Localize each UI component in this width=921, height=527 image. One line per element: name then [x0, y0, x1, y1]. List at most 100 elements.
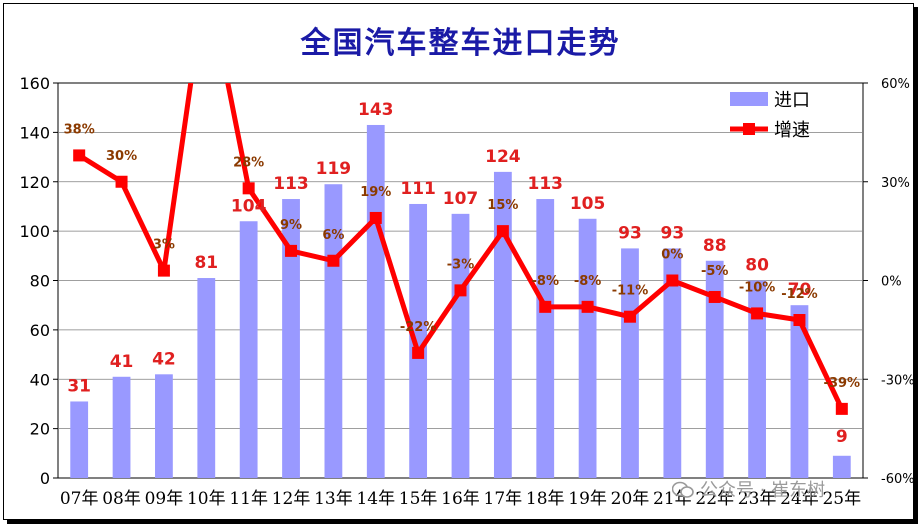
- bar-import: [790, 305, 809, 478]
- rate-value-label: -8%: [574, 274, 601, 289]
- rate-value-label: 30%: [106, 149, 137, 164]
- bar-value-label: 93: [661, 223, 685, 243]
- rate-value-label: -8%: [532, 274, 559, 289]
- rate-value-label: 38%: [64, 122, 95, 137]
- marker-growth-rate: [412, 346, 425, 359]
- x-tick-label: 17年: [484, 489, 523, 509]
- y-left-tick-label: 140: [19, 123, 50, 142]
- rate-value-label: 28%: [233, 155, 264, 170]
- y-left-tick-label: 120: [19, 173, 50, 192]
- x-tick-label: 12年: [272, 489, 311, 509]
- bar-value-label: 143: [358, 100, 394, 120]
- chart-title: 全国汽车整车进口走势: [300, 26, 621, 61]
- marker-growth-rate: [539, 300, 552, 313]
- bar-value-label: 31: [67, 376, 91, 396]
- bar-import: [493, 171, 512, 478]
- x-tick-label: 20年: [611, 489, 650, 509]
- marker-growth-rate: [73, 149, 86, 162]
- rate-value-label: 15%: [487, 198, 518, 213]
- rate-value-label: 3%: [153, 238, 175, 253]
- bar-value-label: 93: [618, 223, 642, 243]
- bar-import: [705, 260, 724, 478]
- x-tick-label: 23年: [738, 489, 777, 509]
- marker-growth-rate: [623, 310, 636, 323]
- x-tick-label: 24年: [780, 489, 819, 509]
- y-right-tick-label: -30%: [881, 373, 915, 388]
- marker-growth-rate: [751, 307, 764, 320]
- rate-value-label: -3%: [447, 257, 474, 272]
- marker-growth-rate: [454, 284, 467, 297]
- bar-import: [663, 248, 682, 478]
- x-tick-label: 18年: [526, 489, 565, 509]
- bar-value-label: 113: [527, 174, 563, 194]
- x-tick-label: 07年: [60, 489, 99, 509]
- y-right-tick-label: 0%: [881, 275, 902, 290]
- bar-value-label: 81: [194, 253, 218, 273]
- watermark-text: 公众号 · 崔东树: [700, 480, 826, 501]
- x-tick-label: 19年: [568, 489, 607, 509]
- x-tick-label: 08年: [102, 489, 141, 509]
- rate-value-label: 6%: [322, 228, 344, 243]
- y-left-tick-label: 20: [30, 420, 50, 439]
- marker-growth-rate: [242, 182, 255, 195]
- rate-value-label: 19%: [360, 185, 391, 200]
- y-left-tick-label: 0: [40, 469, 50, 488]
- bar-value-label: 80: [745, 256, 769, 276]
- bar-value-label: 42: [152, 349, 176, 369]
- bar-value-label: 111: [400, 179, 436, 199]
- bar-value-label: 124: [485, 147, 521, 167]
- bar-import: [366, 124, 385, 478]
- y-left-tick-label: 60: [30, 321, 50, 340]
- x-tick-label: 16年: [441, 489, 480, 509]
- x-tick-label: 22年: [695, 489, 734, 509]
- marker-growth-rate: [496, 225, 509, 238]
- y-right-tick-label: 30%: [881, 176, 910, 191]
- bar-value-label: 41: [110, 352, 134, 372]
- y-right-tick-label: -60%: [881, 472, 915, 487]
- marker-growth-rate: [666, 274, 679, 287]
- marker-growth-rate: [115, 175, 128, 188]
- bar-value-label: 107: [443, 189, 479, 209]
- bar-value-label: 119: [316, 159, 352, 179]
- bar-value-label: 70: [788, 280, 812, 300]
- legend-swatch-bar: [730, 92, 768, 106]
- marker-growth-rate: [835, 402, 848, 415]
- marker-growth-rate: [157, 264, 170, 277]
- marker-growth-rate: [285, 244, 298, 257]
- bar-import: [832, 455, 851, 478]
- bar-import: [197, 278, 216, 478]
- rate-value-label: -22%: [400, 320, 437, 335]
- bar-value-label: 113: [273, 174, 309, 194]
- bar-value-label: 104: [231, 196, 267, 216]
- bar-import: [155, 374, 173, 478]
- bar-import: [748, 280, 766, 478]
- bar-import: [70, 401, 89, 478]
- marker-growth-rate: [327, 254, 340, 267]
- marker-growth-rate: [708, 290, 721, 303]
- rate-value-label: 0%: [661, 248, 683, 263]
- bar-import: [282, 199, 300, 478]
- x-tick-label: 11年: [229, 489, 268, 509]
- rate-value-label: 9%: [280, 218, 302, 233]
- y-left-tick-label: 80: [30, 272, 50, 291]
- rate-value-label: -11%: [612, 284, 649, 299]
- x-tick-label: 13年: [314, 489, 353, 509]
- bar-import: [578, 218, 597, 478]
- x-tick-label: 14年: [356, 489, 395, 509]
- bar-import: [451, 213, 470, 478]
- y-left-tick-label: 160: [19, 74, 50, 93]
- bar-import: [409, 203, 428, 478]
- bar-value-label: 88: [703, 236, 727, 256]
- bar-import: [112, 376, 131, 478]
- wechat-icon: [672, 481, 694, 498]
- bar-value-label: 105: [570, 194, 606, 214]
- y-left-tick-label: 40: [30, 370, 50, 389]
- x-tick-label: 10年: [187, 489, 226, 509]
- legend-label-bar: 进口: [774, 90, 810, 111]
- x-tick-label: 09年: [145, 489, 184, 509]
- marker-growth-rate: [369, 211, 382, 224]
- y-left-tick-label: 100: [19, 222, 50, 241]
- x-tick-label: 15年: [399, 489, 438, 509]
- bar-import: [536, 199, 555, 478]
